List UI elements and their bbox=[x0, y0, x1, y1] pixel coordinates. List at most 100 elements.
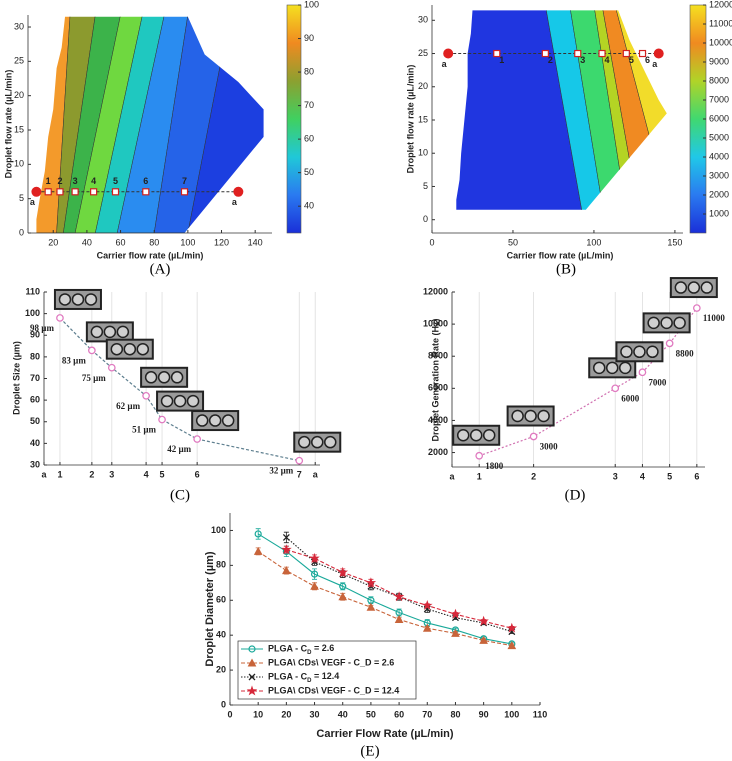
error-bar bbox=[312, 568, 318, 580]
droplet bbox=[620, 345, 633, 359]
droplet bbox=[311, 435, 324, 449]
data-point bbox=[310, 570, 319, 578]
droplet bbox=[90, 325, 104, 339]
x-tick-label: 40 bbox=[82, 237, 92, 247]
panel-caption: (B) bbox=[556, 261, 576, 277]
y-tick-label: 70 bbox=[30, 373, 40, 383]
colorbar-tick-label: 2000 bbox=[709, 189, 729, 199]
droplet bbox=[84, 293, 98, 306]
legend-label: PLGA - CD = 2.6 bbox=[268, 643, 334, 655]
y-tick-label: 15 bbox=[14, 124, 24, 134]
x-tick-label: 100 bbox=[586, 237, 601, 247]
sample-point bbox=[574, 49, 582, 58]
x-tick-label: 5 bbox=[160, 469, 165, 479]
y-tick-label: 60 bbox=[216, 595, 226, 605]
data-point bbox=[253, 546, 263, 555]
contour-band bbox=[545, 10, 608, 210]
x-axis-label: Carrier Flow Rate (µL/min) bbox=[316, 728, 453, 740]
x-tick-label: 60 bbox=[116, 237, 126, 247]
legend-marker bbox=[248, 673, 256, 681]
sample-label: 6 bbox=[143, 176, 148, 186]
sample-label: 7 bbox=[182, 176, 187, 186]
data-label: 98 µm bbox=[30, 323, 54, 333]
data-point bbox=[295, 456, 304, 465]
y-tick-label: 5 bbox=[423, 181, 428, 191]
droplet bbox=[673, 316, 686, 330]
data-point bbox=[665, 339, 674, 348]
data-point bbox=[393, 591, 405, 602]
y-axis-label: Droplet flow rate (µL/min) bbox=[405, 65, 415, 174]
sample-point bbox=[142, 188, 150, 196]
y-tick-label: 10 bbox=[14, 159, 24, 169]
colorbar-tick-label: 6000 bbox=[709, 113, 729, 123]
sample-point bbox=[111, 188, 120, 196]
droplet bbox=[58, 293, 72, 306]
data-point bbox=[193, 435, 202, 443]
data-point bbox=[337, 566, 349, 577]
data-point bbox=[142, 391, 150, 400]
x-tick-label: 5 bbox=[667, 471, 672, 481]
contour-band bbox=[63, 16, 121, 233]
error-bar bbox=[255, 528, 261, 540]
sample-endpoint bbox=[653, 48, 664, 59]
contour-band bbox=[56, 16, 96, 233]
panel-caption: (E) bbox=[360, 743, 379, 759]
sample-label: 1 bbox=[46, 176, 51, 186]
data-label: 11000 bbox=[703, 313, 726, 323]
x-tick-label: 150 bbox=[667, 237, 682, 247]
sample-label: 5 bbox=[113, 176, 118, 186]
y-tick-label: 5 bbox=[19, 193, 24, 203]
colorbar-tick-label: 100 bbox=[304, 0, 319, 9]
x-tick-label: 2 bbox=[89, 469, 94, 479]
sample-label: 1 bbox=[499, 55, 504, 65]
y-tick-label: 40 bbox=[30, 438, 40, 448]
data-point bbox=[254, 530, 262, 538]
colorbar-tick-label: 50 bbox=[304, 167, 314, 177]
legend-label: PLGA\ CDs\ VEGF - C_D = 12.4 bbox=[268, 685, 399, 695]
sample-label: 2 bbox=[548, 55, 553, 65]
legend-marker bbox=[248, 645, 256, 653]
x-tick-label: 6 bbox=[694, 471, 699, 481]
sample-label: 3 bbox=[580, 55, 585, 65]
y-tick-label: 2000 bbox=[428, 447, 448, 457]
droplet bbox=[298, 435, 311, 449]
y-tick-label: 80 bbox=[216, 560, 226, 570]
y-tick-label: 110 bbox=[25, 286, 40, 296]
droplet bbox=[605, 361, 619, 375]
data-label: 83 µm bbox=[62, 355, 86, 365]
sample-label: 4 bbox=[91, 176, 96, 186]
sample-point bbox=[598, 49, 606, 58]
sample-label: 6 bbox=[645, 55, 650, 65]
droplet bbox=[647, 316, 660, 330]
colorbar-tick-label: 12000 bbox=[709, 0, 732, 9]
y-tick-label: 60 bbox=[30, 395, 40, 405]
panel-caption: (C) bbox=[170, 487, 190, 503]
data-label: 62 µm bbox=[116, 401, 140, 411]
droplet bbox=[208, 414, 222, 427]
legend-marker bbox=[247, 658, 257, 667]
series-line bbox=[257, 533, 512, 645]
droplet bbox=[646, 345, 659, 359]
droplet bbox=[157, 371, 171, 384]
legend bbox=[237, 640, 417, 700]
y-tick-label: 0 bbox=[423, 214, 428, 224]
y-tick-label: 0 bbox=[221, 699, 226, 709]
data-point bbox=[529, 432, 538, 441]
data-point bbox=[450, 608, 461, 619]
x-tick-label: 4 bbox=[144, 469, 149, 479]
x-tick-label: 30 bbox=[310, 709, 320, 719]
x-tick-label: 40 bbox=[338, 709, 348, 719]
contour-band bbox=[187, 16, 264, 233]
y-axis-label: Droplet flow rate (µL/min) bbox=[3, 70, 13, 179]
droplet bbox=[633, 345, 646, 359]
colorbar-tick-label: 9000 bbox=[709, 56, 729, 66]
x-axis-label: Carrier flow rate (µL/min) bbox=[97, 250, 204, 260]
droplet bbox=[160, 394, 174, 408]
sample-label: 4 bbox=[605, 55, 610, 65]
sample-point bbox=[90, 188, 98, 196]
data-point bbox=[451, 628, 460, 637]
data-point bbox=[88, 346, 96, 355]
contour-band bbox=[116, 16, 189, 233]
sample-endpoint bbox=[31, 186, 42, 197]
sample-point bbox=[622, 49, 630, 58]
